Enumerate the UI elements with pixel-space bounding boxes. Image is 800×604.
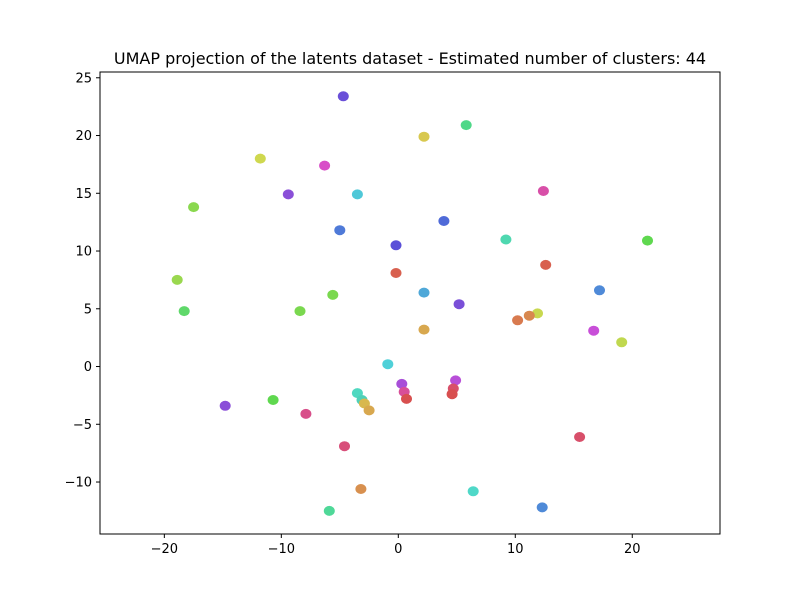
cluster-point [418,287,430,298]
cluster-point [467,486,479,497]
x-tick-label: 20 [624,542,641,557]
cluster-point [453,299,465,310]
cluster-point [512,315,524,326]
cluster-point [254,153,266,164]
x-tick-label: 0 [394,542,402,557]
cluster-point [438,216,450,226]
cluster-point [390,240,402,251]
cluster-point [219,400,231,411]
x-axis: −20 −10 0 10 20 [151,534,641,557]
y-tick-label: −5 [73,418,92,433]
cluster-point [294,306,306,317]
cluster-point [642,235,653,246]
y-tick-label: 0 [84,360,92,375]
y-tick-label: −10 [65,476,92,491]
y-tick-label: 20 [75,129,92,144]
cluster-point [171,274,183,285]
x-tick-label: −10 [268,542,295,557]
cluster-point [282,189,294,200]
cluster-point [523,310,535,321]
cluster-point [300,408,312,419]
cluster-point [339,441,350,452]
plot-frame [99,71,721,535]
cluster-point [390,268,402,278]
cluster-point [537,186,549,196]
y-tick-label: 10 [75,245,92,260]
cluster-point [327,289,339,300]
cluster-point [396,378,408,389]
cluster-point [616,337,628,348]
cluster-point [382,359,394,370]
cluster-point [574,432,586,442]
cluster-point [334,225,346,236]
cluster-point [446,389,458,400]
cluster-point [594,285,605,296]
chart-title: UMAP projection of the latents dataset -… [114,49,706,68]
cluster-point [588,325,600,336]
cluster-point [536,502,548,513]
cluster-point [267,395,279,405]
cluster-point [323,505,335,516]
cluster-point [351,189,363,200]
cluster-point [319,160,331,171]
x-tick-label: −20 [151,542,178,557]
y-tick-label: 25 [75,71,92,86]
x-tick-label: 10 [507,542,524,557]
cluster-point [337,91,349,102]
cluster-point [540,259,552,270]
cluster-point [460,120,472,131]
cluster-point [355,484,367,494]
y-tick-label: 5 [84,302,92,317]
cluster-point [401,393,412,404]
cluster-point [500,234,512,245]
cluster-point [418,131,430,142]
cluster-point [363,405,375,416]
y-axis: −10 −5 0 5 10 15 20 25 [65,71,100,491]
scatter-points [171,91,653,516]
cluster-point [450,375,462,386]
cluster-point [178,306,190,317]
cluster-point [188,202,200,213]
y-tick-label: 15 [75,187,92,202]
cluster-point [418,324,430,335]
